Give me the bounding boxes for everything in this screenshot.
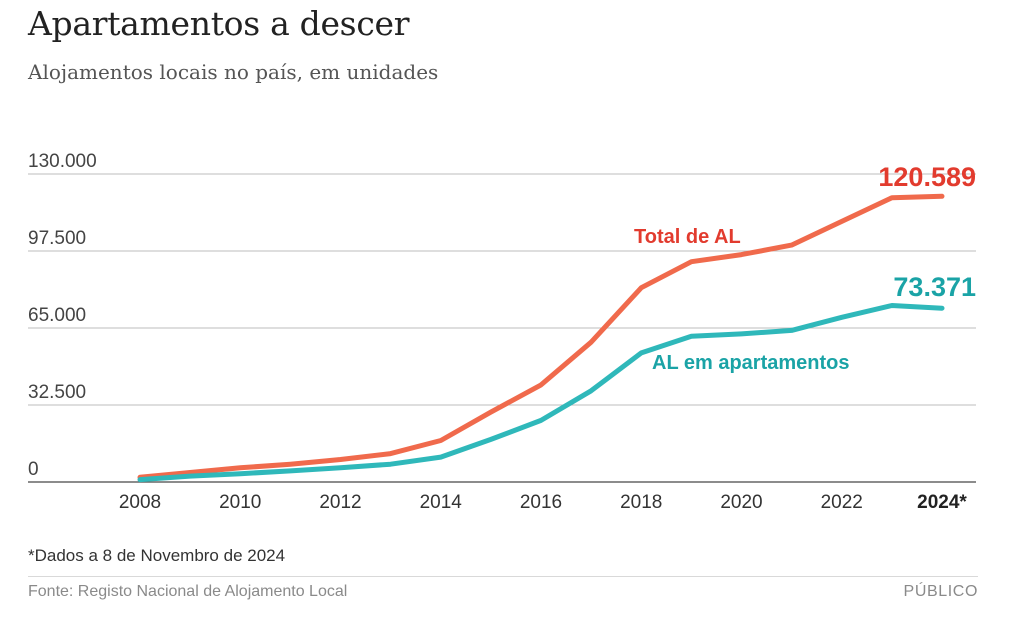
publisher-brand: PÚBLICO xyxy=(903,583,978,600)
y-tick-label: 97.500 xyxy=(28,228,86,249)
y-tick-label: 130.000 xyxy=(28,151,97,172)
series-line-total xyxy=(137,193,945,480)
y-tick-label: 0 xyxy=(28,459,39,480)
series-lines xyxy=(137,193,945,483)
x-tick-label: 2024* xyxy=(917,492,967,513)
chart-subtitle: Alojamentos locais no país, em unidades xyxy=(28,60,439,84)
y-tick-label: 32.500 xyxy=(28,382,86,403)
series-labels: Total de AL 120.589 AL em apartamentos 7… xyxy=(634,162,976,374)
x-tick-label: 2022 xyxy=(821,492,863,513)
x-tick-label: 2016 xyxy=(520,492,562,513)
chart-title: Apartamentos a descer xyxy=(28,4,410,43)
series-label-apartments: AL em apartamentos xyxy=(652,352,849,374)
x-tick-label: 2008 xyxy=(119,492,161,513)
x-tick-label: 2020 xyxy=(720,492,762,513)
x-tick-label: 2012 xyxy=(319,492,361,513)
series-line-apartments xyxy=(137,303,945,483)
footnote: *Dados a 8 de Novembro de 2024 xyxy=(28,546,286,565)
end-label-apartments: 73.371 xyxy=(893,272,976,302)
y-axis-ticks: 0 32.500 65.000 97.500 130.000 xyxy=(28,151,97,480)
footer-divider xyxy=(28,576,978,577)
x-tick-label: 2018 xyxy=(620,492,662,513)
y-tick-label: 65.000 xyxy=(28,305,86,326)
series-label-total: Total de AL xyxy=(634,226,741,248)
x-tick-label: 2014 xyxy=(420,492,463,513)
end-label-total: 120.589 xyxy=(878,162,976,192)
source-credit: Fonte: Registo Nacional de Alojamento Lo… xyxy=(28,583,348,600)
x-axis-ticks: 2008 2010 2012 2014 2016 2018 2020 2022 2024* xyxy=(119,492,968,513)
gridlines xyxy=(28,173,976,483)
x-tick-label: 2010 xyxy=(219,492,261,513)
